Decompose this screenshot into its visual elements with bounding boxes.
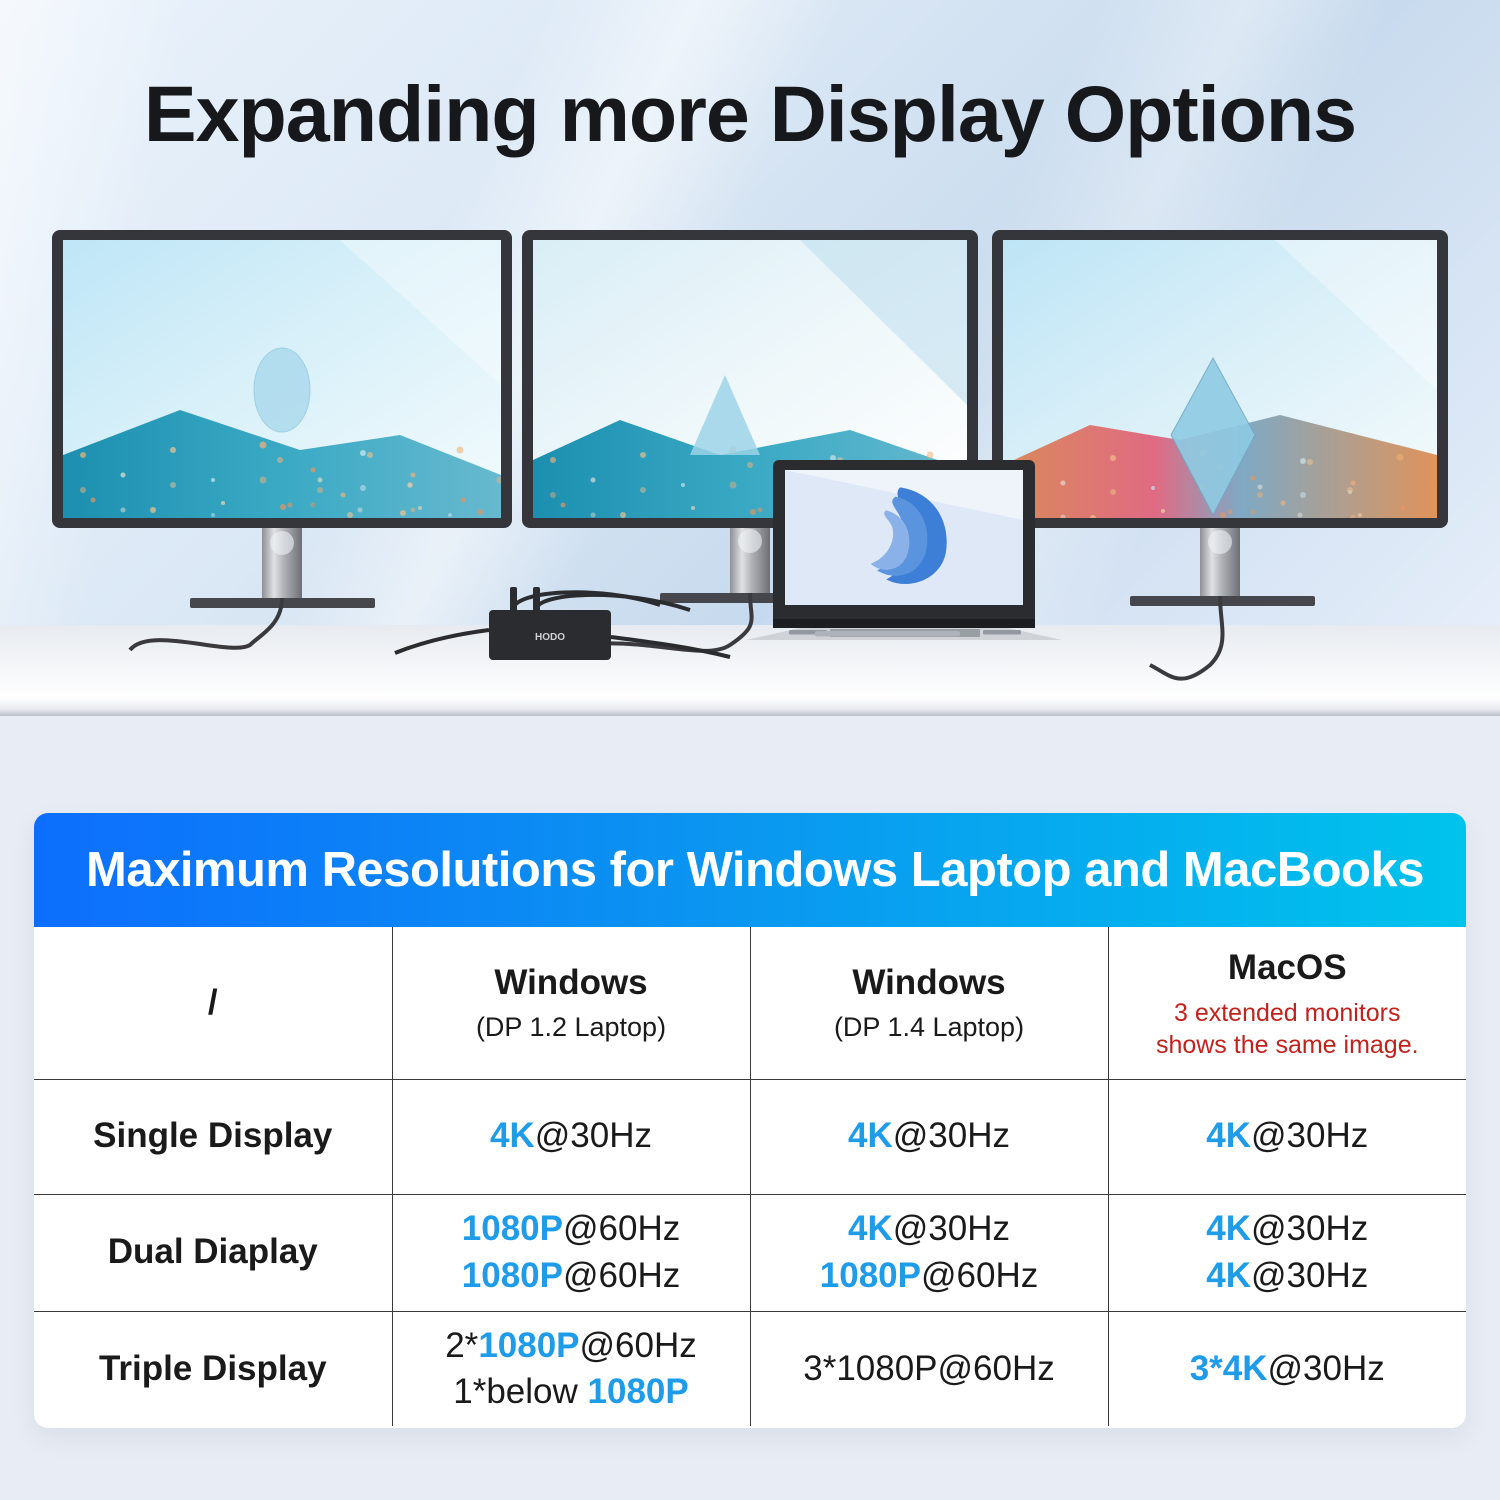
svg-text:HODO: HODO (535, 632, 565, 643)
